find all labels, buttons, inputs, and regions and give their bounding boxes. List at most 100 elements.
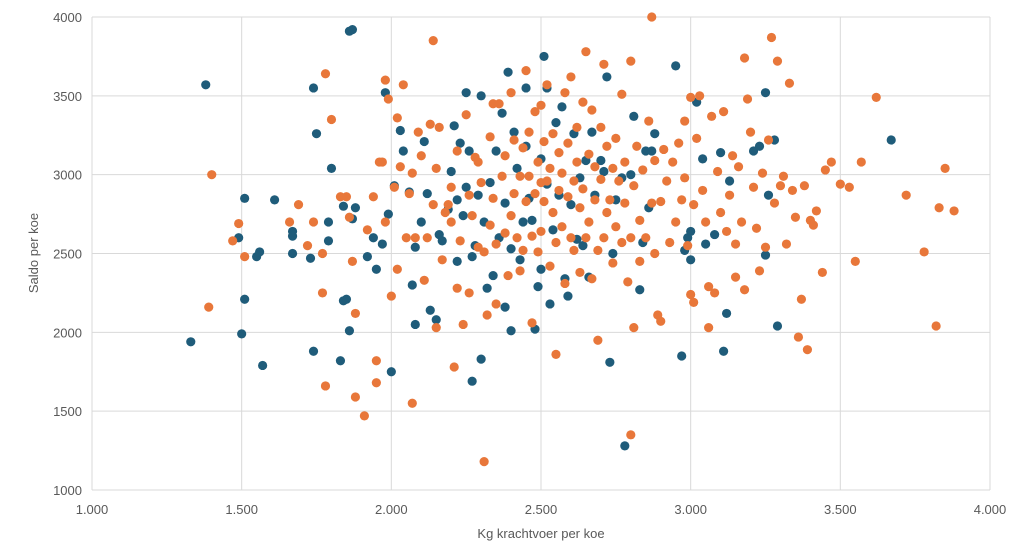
data-point xyxy=(410,233,420,243)
data-point xyxy=(530,188,540,199)
data-point xyxy=(338,201,349,211)
data-point xyxy=(784,78,795,88)
data-point xyxy=(626,430,636,440)
data-point xyxy=(207,170,217,180)
data-point xyxy=(293,200,304,210)
data-point xyxy=(458,319,468,330)
data-point xyxy=(500,198,510,208)
data-point xyxy=(368,192,378,202)
data-point xyxy=(647,198,657,208)
data-point xyxy=(551,349,561,360)
data-point xyxy=(320,381,331,391)
data-point xyxy=(677,195,687,205)
data-point xyxy=(395,162,405,172)
data-point xyxy=(811,206,821,216)
data-point xyxy=(434,122,444,132)
data-point xyxy=(446,166,456,177)
data-point xyxy=(237,329,247,339)
data-point xyxy=(383,94,393,104)
data-point xyxy=(686,226,696,237)
data-point xyxy=(587,274,597,284)
data-point xyxy=(632,141,642,151)
data-point xyxy=(566,72,576,82)
data-point xyxy=(186,337,196,347)
data-point xyxy=(940,163,950,173)
data-point xyxy=(452,195,462,205)
data-point xyxy=(808,220,818,230)
data-point xyxy=(455,138,465,148)
data-point xyxy=(581,47,591,57)
data-point xyxy=(389,182,399,192)
y-tick-label: 3500 xyxy=(53,89,82,104)
data-point xyxy=(790,212,801,222)
data-point xyxy=(551,118,561,128)
data-point xyxy=(566,200,576,210)
data-point xyxy=(317,248,328,259)
data-point xyxy=(320,69,331,79)
data-point xyxy=(569,245,579,255)
data-point xyxy=(539,196,549,207)
data-point xyxy=(850,256,860,266)
data-point xyxy=(482,283,492,293)
data-point xyxy=(718,107,729,117)
data-point xyxy=(515,266,525,276)
data-point xyxy=(515,171,525,181)
series-2 xyxy=(204,12,959,467)
data-point xyxy=(548,129,558,139)
data-point xyxy=(431,323,441,333)
data-point xyxy=(901,190,911,200)
data-point xyxy=(491,146,501,156)
data-point xyxy=(548,207,558,218)
data-point xyxy=(500,302,510,312)
data-point xyxy=(820,165,830,175)
data-point xyxy=(620,441,630,451)
data-point xyxy=(698,154,708,164)
data-point xyxy=(629,181,639,191)
data-point xyxy=(695,91,705,101)
data-point xyxy=(377,239,387,249)
data-point xyxy=(599,233,609,243)
data-point xyxy=(413,127,423,137)
data-point xyxy=(650,129,660,139)
data-point xyxy=(745,127,756,137)
y-tick-label: 2000 xyxy=(53,325,82,340)
data-point xyxy=(407,398,417,408)
data-point xyxy=(368,233,378,243)
data-point xyxy=(644,116,654,126)
data-point xyxy=(350,308,361,319)
data-point xyxy=(763,135,774,145)
data-point xyxy=(557,102,567,112)
data-point xyxy=(677,351,687,361)
data-point xyxy=(533,247,543,257)
data-point xyxy=(736,217,747,227)
data-point xyxy=(518,217,528,227)
data-point xyxy=(671,217,681,227)
data-point xyxy=(234,218,244,229)
data-point xyxy=(620,157,630,167)
data-point xyxy=(620,198,630,208)
data-point xyxy=(716,207,726,218)
data-point xyxy=(407,168,417,178)
data-point xyxy=(730,239,741,249)
data-point xyxy=(452,256,462,266)
data-point xyxy=(775,181,786,191)
data-point xyxy=(754,266,765,276)
data-point xyxy=(446,217,456,227)
data-point xyxy=(557,222,567,232)
y-tick-label: 1000 xyxy=(53,483,82,498)
data-point xyxy=(692,133,702,144)
data-point xyxy=(584,217,594,227)
data-point xyxy=(584,149,594,159)
data-point xyxy=(772,56,783,66)
y-tick-label: 4000 xyxy=(53,10,82,25)
data-point xyxy=(464,288,474,298)
data-point xyxy=(587,127,597,137)
data-point xyxy=(593,245,603,255)
data-point xyxy=(308,217,319,227)
data-point xyxy=(347,25,358,35)
data-point xyxy=(760,250,771,260)
data-point xyxy=(491,299,501,309)
data-point xyxy=(733,162,744,172)
data-point xyxy=(739,53,750,63)
data-point xyxy=(599,59,609,69)
